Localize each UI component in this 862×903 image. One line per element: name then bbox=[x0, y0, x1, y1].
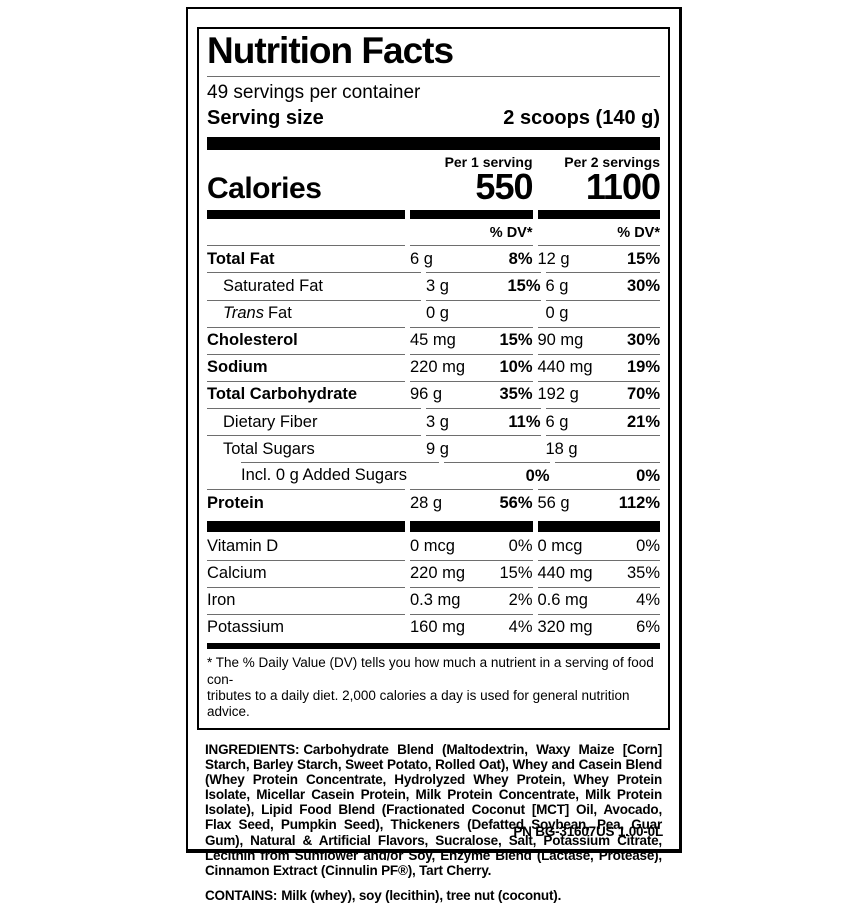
dv-header-col1: % DV* bbox=[489, 225, 533, 242]
ingredients-label: INGREDIENTS: bbox=[205, 741, 300, 757]
nutrient-row-total-sugars: Total Sugars 9 g 18 g bbox=[207, 435, 660, 462]
daily-value-header-row: % DV* % DV* bbox=[207, 219, 660, 245]
nutrition-facts-title: Nutrition Facts bbox=[207, 31, 660, 77]
per-1-serving-header: Per 1 serving bbox=[444, 153, 533, 170]
serving-size-row: Serving size 2 scoops (140 g) bbox=[207, 107, 660, 129]
serving-size-value: 2 scoops (140 g) bbox=[503, 106, 660, 129]
vitamin-row-potassium: Potassium 160 mg 4% 320 mg 6% bbox=[207, 613, 660, 641]
nutrient-row-saturated-fat: Saturated Fat 3 g 15% 6 g 30% bbox=[207, 272, 660, 299]
thin-divider-bottom bbox=[207, 643, 660, 650]
vitamin-row-calcium: Calcium 220 mg 15% 440 mg 35% bbox=[207, 559, 660, 587]
contains-label: CONTAINS: bbox=[205, 887, 278, 903]
nutrient-row-protein: Protein 28 g 56% 56 g 112% bbox=[207, 489, 660, 516]
footnote-line-2: tributes to a daily diet. 2,000 calories… bbox=[207, 688, 630, 720]
nutrient-row-cholesterol: Cholesterol 45 mg 15% 90 mg 30% bbox=[207, 326, 660, 354]
nutrient-row-sodium: Sodium 220 mg 10% 440 mg 19% bbox=[207, 353, 660, 381]
calories-column-headers: Per 1 serving Per 2 servings bbox=[207, 153, 660, 170]
ingredients-paragraph: INGREDIENTS: Carbohydrate Blend (Maltodex… bbox=[205, 742, 662, 878]
nutrient-row-trans-fat: Trans Fat 0 g 0 g bbox=[207, 299, 660, 327]
nutrient-row-dietary-fiber: Dietary Fiber 3 g 11% 6 g 21% bbox=[207, 408, 660, 435]
footnote-line-1: * The % Daily Value (DV) tells you how m… bbox=[207, 655, 654, 687]
label-panel: Nutrition Facts 49 servings per containe… bbox=[186, 7, 682, 903]
medium-divider-bars bbox=[207, 210, 660, 220]
contains-text: Milk (whey), soy (lecithin), tree nut (c… bbox=[281, 887, 562, 903]
calories-per-2-servings: 1100 bbox=[585, 166, 661, 208]
per-2-servings-header: Per 2 servings bbox=[564, 153, 660, 170]
ingredients-text: Carbohydrate Blend (Maltodextrin, Waxy M… bbox=[205, 741, 662, 878]
calories-per-1-serving: 550 bbox=[475, 166, 533, 208]
part-number: PN BG-31607US 1.00-0L bbox=[513, 824, 663, 839]
vitamin-row-vitamin-d: Vitamin D 0 mcg 0% 0 mcg 0% bbox=[207, 537, 660, 556]
thick-divider-top bbox=[207, 136, 660, 150]
serving-size-label: Serving size bbox=[207, 106, 324, 129]
dv-header-col2: % DV* bbox=[617, 225, 660, 242]
vitamin-row-iron: Iron 0.3 mg 2% 0.6 mg 4% bbox=[207, 586, 660, 614]
nutrient-row-total-fat: Total Fat 6 g 8% 12 g 15% bbox=[207, 245, 660, 272]
servings-per-container: 49 servings per container bbox=[207, 81, 421, 103]
calories-row: Calories 550 1100 bbox=[207, 166, 661, 208]
daily-value-footnote: * The % Daily Value (DV) tells you how m… bbox=[207, 655, 660, 721]
contains-paragraph: CONTAINS: Milk (whey), soy (lecithin), tr… bbox=[205, 888, 662, 903]
calories-label: Calories bbox=[207, 171, 322, 205]
nutrient-row-total-carbohydrate: Total Carbohydrate 96 g 35% 192 g 70% bbox=[207, 380, 660, 408]
nutrient-row-added-sugars: Incl. 0 g Added Sugars 0% 0% bbox=[207, 462, 660, 490]
thick-divider-bars bbox=[207, 520, 660, 532]
nutrition-facts-box: Nutrition Facts 49 servings per containe… bbox=[197, 27, 670, 730]
